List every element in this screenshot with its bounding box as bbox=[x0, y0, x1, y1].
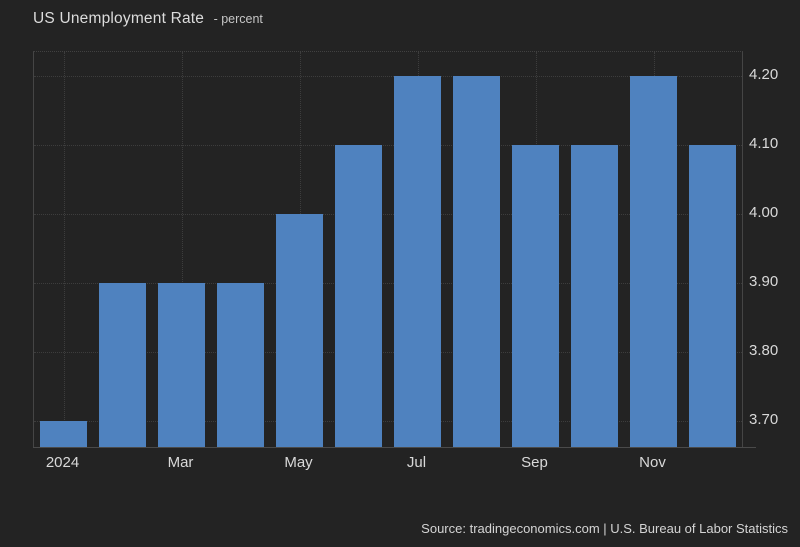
chart-subtitle-text: - percent bbox=[213, 12, 263, 26]
y-tick-label-4.00: 4.00 bbox=[749, 204, 779, 222]
bar-oct-2024[interactable] bbox=[571, 145, 618, 448]
bar-jun-2024[interactable] bbox=[335, 145, 382, 448]
plot-area bbox=[33, 51, 743, 448]
bar-may-2024[interactable] bbox=[276, 214, 323, 448]
y-tick-label-3.90: 3.90 bbox=[749, 273, 779, 291]
x-tick-label-jul: Jul bbox=[406, 454, 427, 471]
y-tick-label-3.70: 3.70 bbox=[749, 411, 779, 429]
y-tick-label-4.10: 4.10 bbox=[749, 135, 779, 153]
x-tick-label-mar: Mar bbox=[167, 454, 194, 471]
gridline-x-2024 bbox=[63, 52, 65, 448]
gridline-x-Mar bbox=[181, 52, 183, 448]
chart-title: US Unemployment Rate - percent bbox=[33, 10, 263, 28]
gridline-y-3.80 bbox=[34, 352, 742, 354]
gridline-y-4.10 bbox=[34, 145, 742, 147]
bar-mar-2024[interactable] bbox=[158, 283, 205, 448]
bar-aug-2024[interactable] bbox=[453, 76, 500, 448]
gridline-y-3.70 bbox=[34, 421, 742, 423]
bar-nov-2024[interactable] bbox=[630, 76, 677, 448]
x-tick-label-2024: 2024 bbox=[45, 454, 80, 471]
bar-sep-2024[interactable] bbox=[512, 145, 559, 448]
y-tick-label-4.20: 4.20 bbox=[749, 66, 779, 84]
source-attribution: Source: tradingeconomics.com | U.S. Bure… bbox=[421, 521, 788, 536]
gridline-y-4.20 bbox=[34, 76, 742, 78]
chart-title-text: US Unemployment Rate bbox=[33, 10, 205, 27]
x-tick-label-nov: Nov bbox=[639, 454, 666, 471]
bar-jan-2024[interactable] bbox=[40, 421, 87, 448]
x-tick-label-may: May bbox=[284, 454, 313, 471]
gridline-y-3.90 bbox=[34, 283, 742, 285]
y-tick-label-3.80: 3.80 bbox=[749, 342, 779, 360]
x-tick-label-sep: Sep bbox=[521, 454, 548, 471]
bar-apr-2024[interactable] bbox=[217, 283, 264, 448]
bar-feb-2024[interactable] bbox=[99, 283, 146, 448]
gridline-y-4.00 bbox=[34, 214, 742, 216]
bar-jul-2024[interactable] bbox=[394, 76, 441, 448]
bar-dec-2024[interactable] bbox=[689, 145, 736, 448]
x-axis-line bbox=[33, 447, 756, 448]
